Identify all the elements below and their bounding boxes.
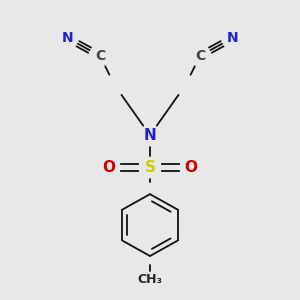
Text: O: O — [185, 160, 198, 175]
Text: C: C — [95, 49, 105, 63]
Text: N: N — [144, 128, 156, 143]
Text: CH₃: CH₃ — [137, 273, 163, 286]
Text: N: N — [226, 31, 238, 45]
Text: N: N — [62, 31, 74, 45]
Text: C: C — [195, 49, 205, 63]
Text: S: S — [145, 160, 155, 175]
Text: O: O — [102, 160, 115, 175]
